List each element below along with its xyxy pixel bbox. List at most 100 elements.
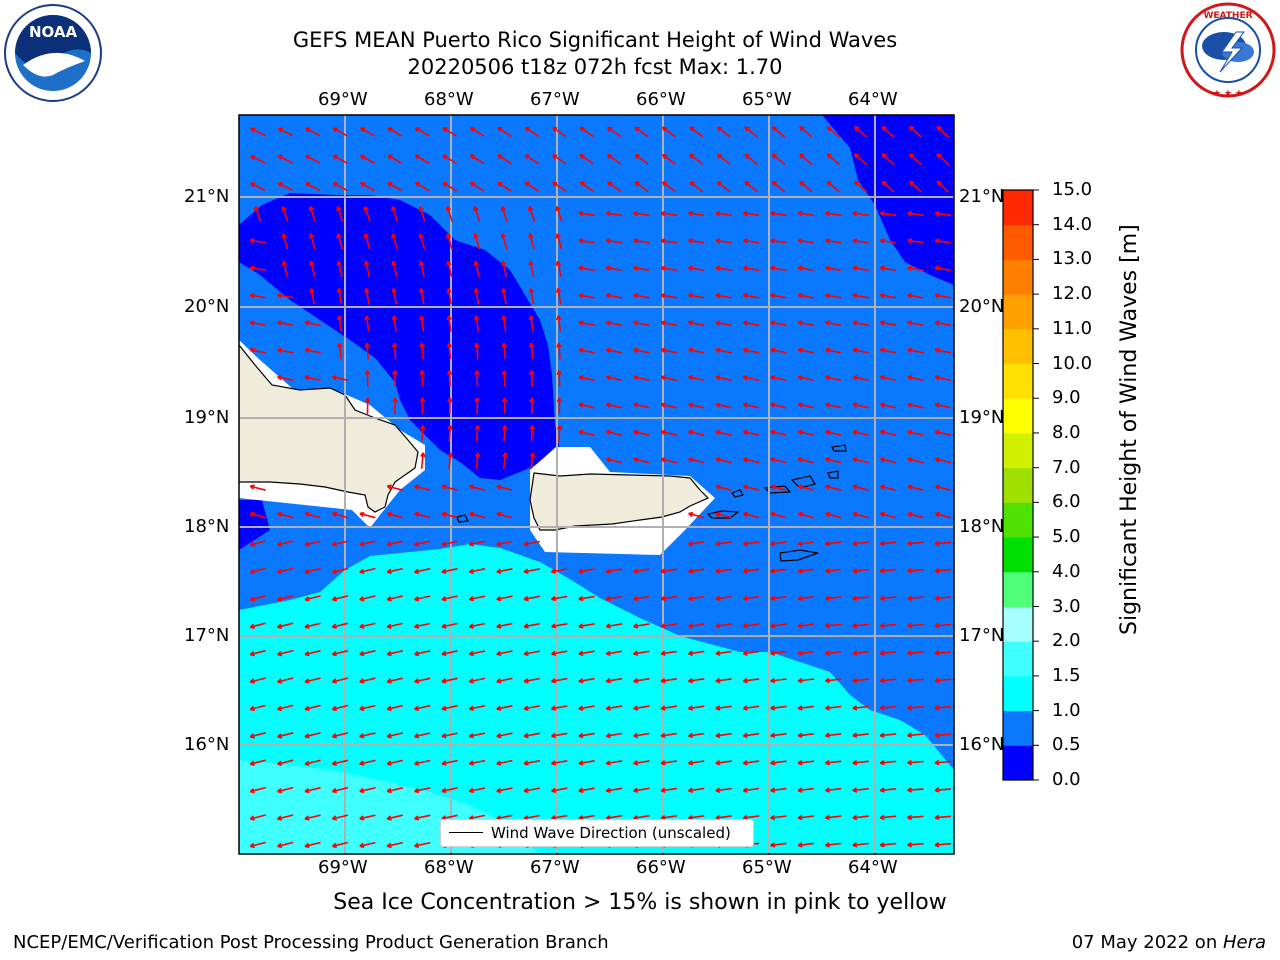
wave-direction-arrowhead <box>359 733 365 739</box>
wave-direction-arrow <box>934 568 952 572</box>
wave-direction-arrow <box>387 677 403 683</box>
wave-direction-arrow <box>332 649 349 656</box>
wave-direction-arrowhead <box>908 125 915 132</box>
wave-direction-arrow <box>250 759 266 765</box>
wave-direction-arrowhead <box>468 595 474 602</box>
wave-direction-arrowhead <box>605 732 611 739</box>
wave-direction-arrowhead <box>879 732 885 738</box>
wave-direction-arrow <box>578 623 595 628</box>
wave-direction-arrowhead <box>852 732 858 739</box>
wave-direction-arrowhead <box>556 342 562 348</box>
wave-direction-arrowhead <box>879 320 885 326</box>
wave-direction-arrowhead <box>742 760 748 766</box>
wave-direction-arrow <box>934 321 952 327</box>
wave-direction-arrowhead <box>468 732 474 739</box>
wave-direction-arrowhead <box>331 760 337 766</box>
wave-direction-arrowhead <box>579 126 585 132</box>
wave-direction-arrowhead <box>606 126 613 132</box>
wave-direction-arrowhead <box>336 315 343 321</box>
wave-direction-arrow <box>338 288 343 305</box>
wave-direction-arrowhead <box>852 814 858 821</box>
wave-direction-arrow <box>880 376 897 382</box>
wave-direction-arrowhead <box>907 787 913 793</box>
wave-direction-arrow <box>359 540 376 546</box>
wave-direction-arrowhead <box>497 126 503 132</box>
wave-direction-arrow <box>387 841 403 847</box>
wave-direction-arrow <box>825 760 842 764</box>
wave-direction-arrowhead <box>414 181 421 187</box>
wave-direction-arrow <box>523 759 541 765</box>
wave-direction-arrowhead <box>688 511 694 518</box>
wave-direction-arrow <box>578 595 595 600</box>
wave-direction-arrow <box>715 212 732 217</box>
colorbar-segment <box>1003 745 1033 781</box>
wave-direction-arrow <box>529 233 535 250</box>
wave-direction-arrowhead <box>907 705 913 711</box>
wave-direction-arrowhead <box>552 154 558 160</box>
wave-direction-arrowhead <box>771 180 777 187</box>
wave-direction-arrow <box>556 233 563 250</box>
wave-direction-arrow <box>907 485 924 491</box>
wave-direction-arrow <box>797 650 815 655</box>
wave-direction-arrow <box>935 458 951 464</box>
wave-direction-arrow <box>524 181 540 192</box>
wave-direction-arrow <box>304 376 321 382</box>
wave-direction-arrowhead <box>496 484 502 490</box>
wave-direction-arrow <box>332 786 349 793</box>
wave-direction-arrowhead <box>496 787 502 794</box>
wave-direction-arrowhead <box>934 292 940 299</box>
wave-direction-arrow <box>907 596 924 600</box>
wave-direction-arrow <box>607 126 622 138</box>
wave-direction-arrowhead <box>744 153 750 159</box>
wave-direction-arrowhead <box>364 370 371 376</box>
wave-direction-arrow <box>359 567 376 573</box>
wave-direction-arrowhead <box>578 705 584 711</box>
wave-direction-arrowhead <box>825 814 830 821</box>
wave-direction-arrow <box>250 567 266 574</box>
wave-direction-arrowhead <box>797 347 803 354</box>
wave-direction-arrowhead <box>414 842 420 849</box>
colorbar-segment <box>1003 571 1033 607</box>
wave-direction-arrowhead <box>336 206 342 212</box>
wave-direction-arrowhead <box>254 206 260 212</box>
wave-direction-arrow <box>798 512 814 519</box>
wave-direction-arrow <box>770 294 787 299</box>
wave-direction-arrow <box>852 842 869 847</box>
wave-direction-arrow <box>633 266 650 272</box>
wave-direction-arrow <box>338 343 342 360</box>
colorbar-segment <box>1003 641 1033 677</box>
wave-direction-arrow <box>502 261 508 277</box>
wave-direction-arrow <box>414 485 431 491</box>
wave-direction-arrow <box>277 540 294 546</box>
wave-direction-arrowhead <box>468 623 474 629</box>
wave-direction-arrowhead <box>578 650 584 657</box>
wave-direction-arrow <box>332 512 349 519</box>
wave-direction-arrowhead <box>934 595 940 601</box>
colorbar-title: Significant Height of Wind Waves [m] <box>1117 224 1142 635</box>
wave-direction-arrow <box>441 622 458 628</box>
wave-direction-arrow <box>715 650 732 655</box>
wave-direction-arrowhead <box>660 457 666 463</box>
colorbar-segment <box>1003 259 1033 295</box>
lon-label-bottom: 69°W <box>318 857 368 878</box>
wave-direction-arrow <box>743 678 760 682</box>
wave-direction-arrowhead <box>879 210 885 217</box>
wave-direction-arrowhead <box>414 568 420 575</box>
wave-direction-arrowhead <box>309 288 315 294</box>
wave-direction-arrow <box>551 760 568 765</box>
wave-direction-arrow <box>634 154 649 165</box>
wave-direction-arrow <box>277 677 294 683</box>
wave-direction-arrow <box>503 452 507 469</box>
wave-direction-arrowhead <box>825 292 831 299</box>
colorbar-segment <box>1003 363 1033 399</box>
wave-direction-arrow <box>715 403 732 409</box>
wave-direction-arrow <box>250 540 266 546</box>
wave-direction-arrowhead <box>578 238 584 244</box>
wave-direction-arrowhead <box>908 153 915 159</box>
wave-direction-arrow <box>715 239 732 244</box>
colorbar-tick-label: 15.0 <box>1052 179 1093 200</box>
wave-direction-arrowhead <box>446 342 453 348</box>
wave-direction-arrow <box>633 403 650 409</box>
wave-direction-arrowhead <box>578 732 584 739</box>
wave-direction-arrowhead <box>660 320 666 326</box>
